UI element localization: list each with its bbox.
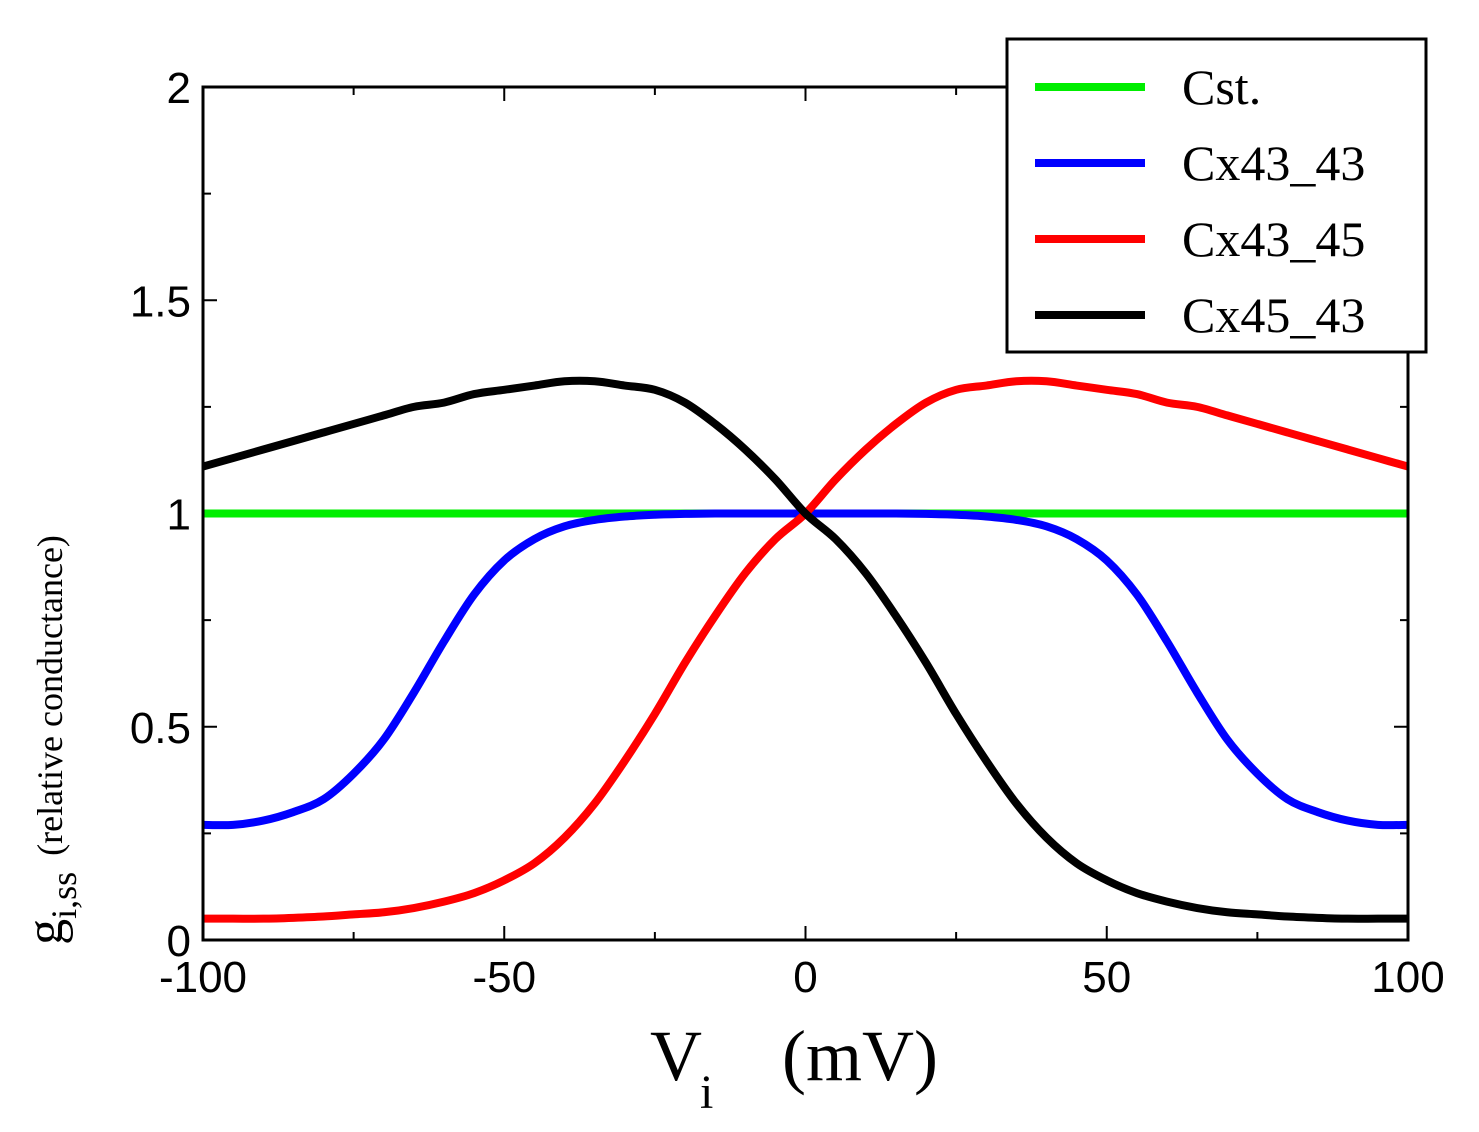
- y-axis-title-main: g: [17, 919, 74, 945]
- x-tick-label: 0: [793, 953, 817, 1002]
- legend-box: [1005, 37, 1428, 354]
- x-axis-title-unit: (mV): [782, 1016, 938, 1096]
- y-tick-label: 0.5: [130, 704, 191, 753]
- y-tick-label: 1: [167, 491, 191, 540]
- y-tick-label: 2: [167, 64, 191, 113]
- tick-labels: -100 -50 0 50 100 0 0.5 1 1.5 2: [130, 64, 1445, 1002]
- x-tick-label: 50: [1082, 953, 1131, 1002]
- legend-label-cx43-45: Cx43_45: [1182, 211, 1365, 267]
- series-layer: [201, 376, 1410, 923]
- legend: Cst. Cx43_43 Cx43_45 Cx45_43: [1005, 37, 1428, 354]
- y-axis-title-sub: i,ss: [44, 872, 84, 919]
- y-tick-label: 0: [167, 917, 191, 966]
- x-tick-label: -100: [159, 953, 247, 1002]
- x-axis-title-main: V: [650, 1016, 702, 1096]
- y-axis-title: gi,ss (relative conductance): [17, 535, 84, 945]
- svg-text:gi,ss(relative conductance): gi,ss (relative conductance): [17, 535, 84, 945]
- plot-frame: [201, 85, 1410, 942]
- x-tick-label: -50: [472, 953, 536, 1002]
- y-tick-label: 1.5: [130, 277, 191, 326]
- legend-label-cx45-43: Cx45_43: [1182, 287, 1365, 343]
- legend-label-cst: Cst.: [1182, 59, 1261, 115]
- x-axis-title: V i (mV): [650, 1016, 938, 1119]
- y-axis-title-note: (relative conductance): [30, 535, 70, 856]
- legend-label-cx43-43: Cx43_43: [1182, 135, 1365, 191]
- x-axis-title-sub: i: [700, 1066, 713, 1119]
- x-tick-label: 100: [1371, 953, 1444, 1002]
- series-line-cx45-43: [201, 376, 1408, 923]
